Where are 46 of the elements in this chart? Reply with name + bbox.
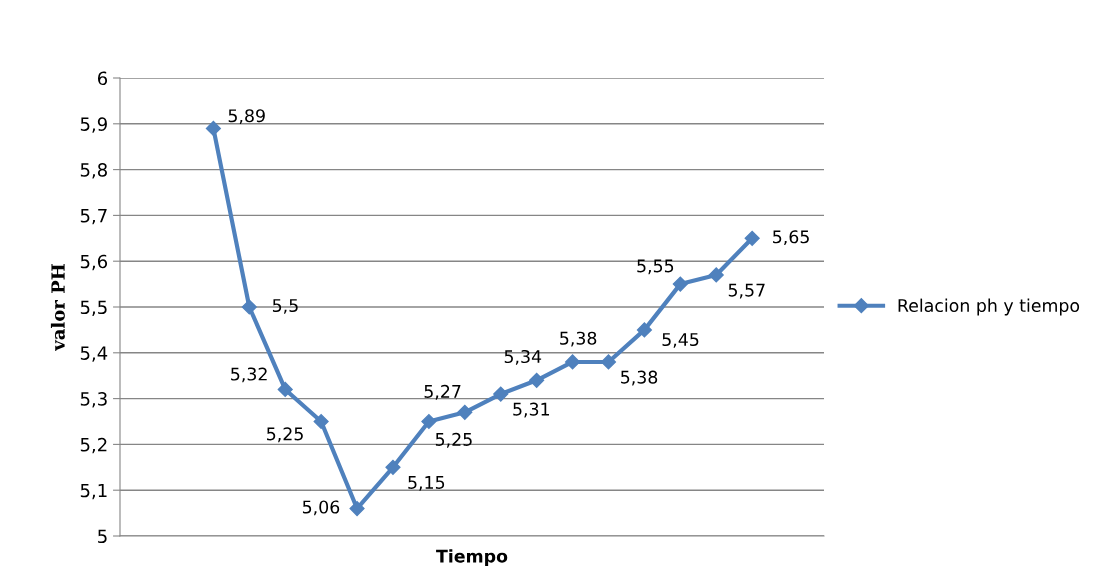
data-label: 5,27 xyxy=(424,384,461,400)
point xyxy=(636,322,652,338)
data-label: 5,15 xyxy=(408,476,445,491)
data-label: 5,06 xyxy=(302,500,340,516)
point xyxy=(457,404,473,420)
point xyxy=(205,120,221,136)
y-tick-label: 5,1 xyxy=(80,483,107,500)
point xyxy=(529,372,545,388)
data-label: 5,32 xyxy=(231,367,267,383)
data-label: 5,65 xyxy=(773,230,809,246)
point xyxy=(241,299,257,315)
data-label: 5,34 xyxy=(504,349,542,365)
data-label: 5,89 xyxy=(228,109,265,125)
y-tick-label: 5,9 xyxy=(80,117,107,133)
y-tick-label: 5 xyxy=(98,529,107,544)
y-axis-title: valor PH xyxy=(50,264,65,352)
point xyxy=(349,500,365,517)
data-label: 5,57 xyxy=(728,283,765,299)
y-tick-label: 5,6 xyxy=(80,254,108,271)
point xyxy=(385,459,401,475)
point xyxy=(421,413,437,430)
data-label: 5,5 xyxy=(272,299,298,314)
data-label: 5,38 xyxy=(560,331,597,347)
data-label: 5,25 xyxy=(435,432,472,448)
data-label: 5,55 xyxy=(637,259,674,275)
data-label: 5,31 xyxy=(513,402,550,418)
y-tick-label: 5,4 xyxy=(80,346,108,362)
point xyxy=(493,386,509,402)
y-tick-label: 5,7 xyxy=(80,209,107,225)
point xyxy=(672,276,688,292)
point xyxy=(600,354,617,370)
data-label: 5,25 xyxy=(267,427,303,443)
y-tick-label: 6 xyxy=(97,71,108,86)
data-label: 5,45 xyxy=(662,333,699,348)
point xyxy=(313,413,329,430)
y-tick-label: 5,5 xyxy=(80,300,107,316)
point xyxy=(565,354,581,370)
y-tick-label: 5,2 xyxy=(80,437,107,454)
y-tick-label: 5,8 xyxy=(80,163,107,179)
point xyxy=(708,267,724,283)
x-axis-title: Tiempo xyxy=(436,549,508,566)
point xyxy=(744,230,760,246)
point xyxy=(277,381,293,398)
y-tick-label: 5,3 xyxy=(80,392,107,408)
legend-label: Relacion ph y tiempo xyxy=(898,298,1080,316)
data-label: 5,38 xyxy=(621,370,658,386)
